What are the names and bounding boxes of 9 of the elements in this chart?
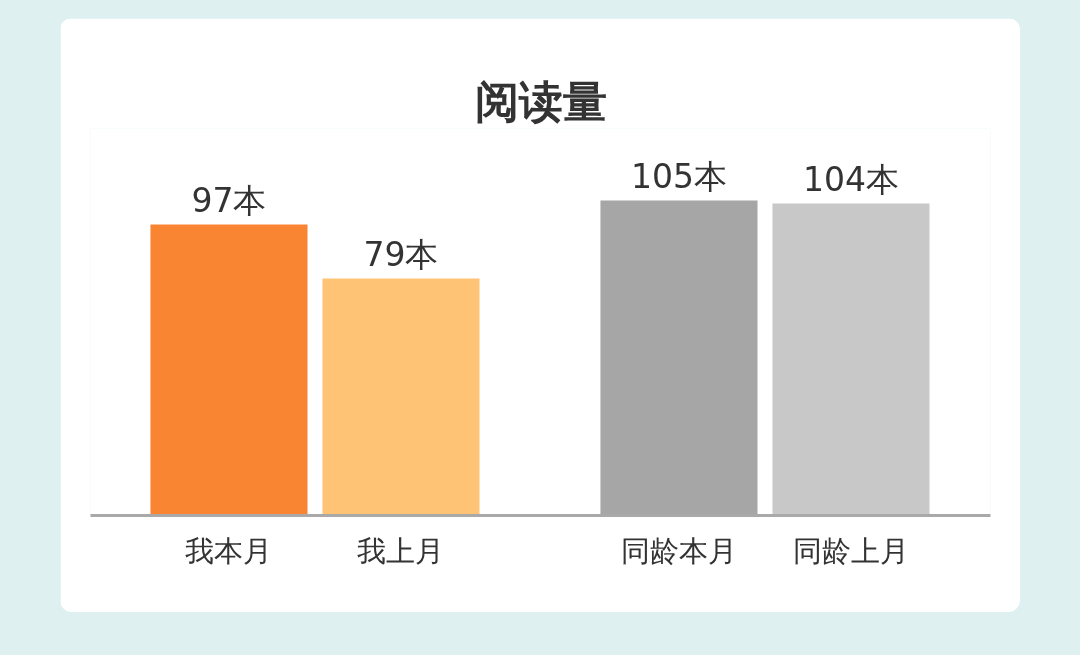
chart-title: 阅读量 (474, 75, 607, 127)
x-tick-label: 我本月 (185, 533, 273, 568)
data-label: 105本 (630, 156, 727, 196)
data-label: 97本 (191, 180, 267, 220)
data-label: 79本 (363, 234, 439, 274)
x-tick-label: 同龄本月 (620, 533, 737, 568)
data-label: 104本 (803, 159, 899, 199)
x-tick-label: 我上月 (357, 533, 445, 568)
x-tick-label: 同龄上月 (792, 533, 909, 568)
